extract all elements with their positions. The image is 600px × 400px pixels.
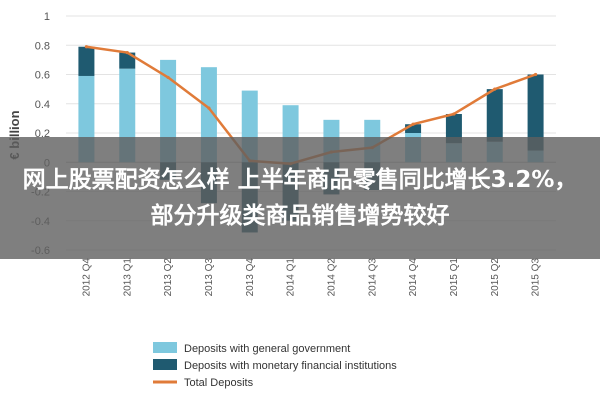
- total-deposits-point: [452, 112, 456, 116]
- x-tick-label: 2015 Q1: [449, 258, 460, 297]
- legend-swatch: [153, 342, 177, 353]
- y-tick-label: 0.6: [35, 70, 50, 82]
- x-tick-label: 2012 Q4: [81, 258, 92, 297]
- bar-monetary-institutions: [486, 89, 503, 142]
- legend-label: Deposits with monetary financial institu…: [184, 360, 397, 372]
- legend-label: Deposits with general government: [184, 343, 350, 355]
- x-tick-label: 2013 Q1: [122, 258, 133, 297]
- bar-monetary-institutions: [445, 113, 462, 144]
- y-tick-label: 1: [44, 11, 50, 23]
- x-tick-label: 2014 Q1: [286, 258, 297, 297]
- total-deposits-point: [533, 72, 538, 77]
- x-tick-label: 2013 Q2: [163, 258, 174, 297]
- total-deposits-point: [84, 45, 89, 49]
- x-tick-label: 2015 Q3: [531, 258, 542, 297]
- total-deposits-point: [207, 106, 211, 110]
- y-tick-label: 0.4: [35, 99, 50, 111]
- legend-label: Total Deposits: [184, 377, 254, 389]
- legend: Deposits with general government Deposits…: [153, 342, 397, 389]
- bar-monetary-institutions: [527, 74, 544, 151]
- bar-general-government: [160, 59, 177, 163]
- total-deposits-point: [411, 122, 415, 126]
- x-tick-label: 2014 Q2: [326, 258, 337, 297]
- x-tick-label: 2014 Q4: [408, 258, 419, 297]
- x-tick-label: 2013 Q3: [204, 258, 215, 297]
- bar-monetary-institutions: [78, 46, 95, 76]
- total-deposits-point: [493, 87, 497, 91]
- legend-swatch: [153, 359, 177, 370]
- headline-banner: 网上股票配资怎么样 上半年商品零售同比增长3.2%，部分升级类商品销售增势较好: [0, 137, 600, 259]
- x-tick-label: 2013 Q4: [245, 258, 256, 297]
- bar-monetary-institutions: [405, 124, 422, 133]
- total-deposits-point: [125, 50, 129, 55]
- x-tick-label: 2015 Q2: [490, 258, 501, 297]
- x-tick-label: 2014 Q3: [367, 258, 378, 297]
- bar-monetary-institutions: [119, 52, 136, 69]
- y-tick-label: 0.8: [35, 40, 50, 52]
- total-deposits-point: [166, 75, 170, 80]
- headline-text: 网上股票配资怎么样 上半年商品零售同比增长3.2%，部分升级类商品销售增势较好: [22, 167, 578, 229]
- x-axis-ticks: 2012 Q4 2013 Q1 2013 Q2 2013 Q3 2013 Q4 2014 …: [81, 258, 541, 297]
